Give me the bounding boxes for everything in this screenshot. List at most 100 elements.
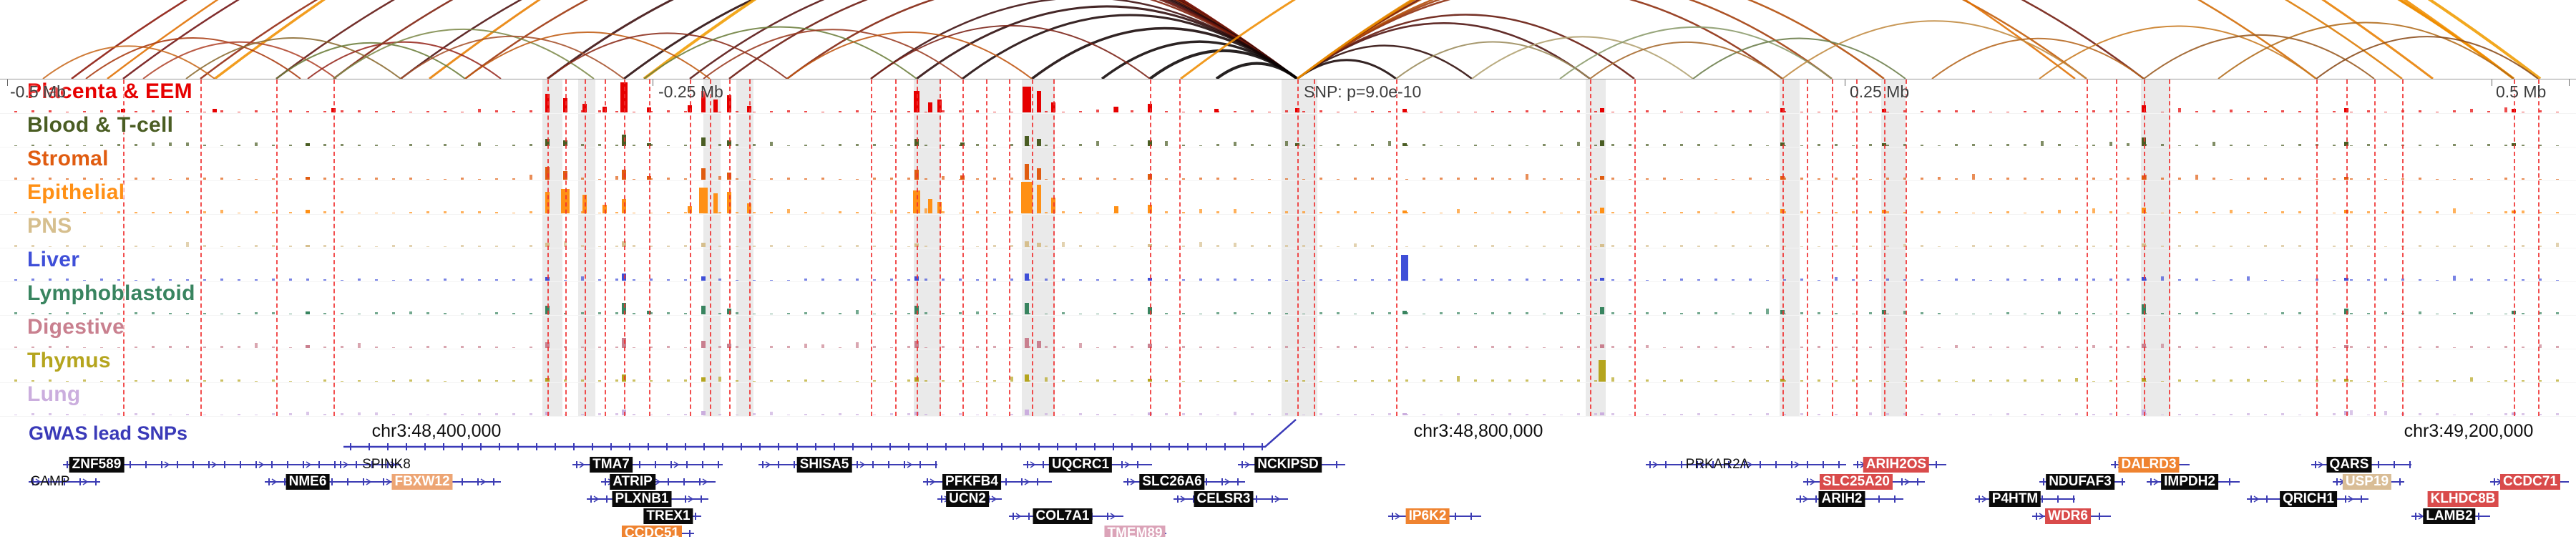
gene-label[interactable]: PFKFB4: [942, 474, 1001, 490]
gene-label[interactable]: TMA7: [590, 457, 633, 473]
signal-track-row[interactable]: [0, 214, 2576, 248]
gene-label[interactable]: TMEM89: [1104, 526, 1166, 537]
gene-label[interactable]: LAMB2: [2423, 508, 2476, 524]
signal-noise: [2556, 312, 2559, 314]
signal-noise: [2556, 379, 2559, 382]
gene-label[interactable]: QRICH1: [2280, 491, 2337, 507]
signal-noise: [1938, 211, 1941, 213]
gene-label[interactable]: SHISA5: [796, 457, 852, 473]
interaction-arc: [1215, 62, 1299, 79]
signal-track-row[interactable]: [0, 180, 2576, 215]
signal-track-row[interactable]: [0, 281, 2576, 316]
gene-label[interactable]: IP6K2: [1405, 508, 1450, 524]
signal-noise: [1526, 311, 1528, 314]
signal-noise: [1594, 346, 1597, 348]
gene-label[interactable]: KLHDC8B: [2427, 491, 2499, 507]
signal-noise: [289, 412, 292, 415]
signal-noise: [787, 279, 790, 281]
signal-noise: [1577, 279, 1580, 281]
track-label[interactable]: Lymphoblastoid: [27, 281, 195, 305]
signal-noise: [135, 143, 137, 146]
gene-label[interactable]: CELSR3: [1194, 491, 1254, 507]
signal-track-row[interactable]: [0, 349, 2576, 383]
signal-noise: [718, 212, 721, 213]
gene-label[interactable]: IMPDH2: [2161, 474, 2218, 490]
gene-label[interactable]: ARIH2OS: [1863, 457, 1930, 473]
gene-label[interactable]: USP19: [2342, 474, 2392, 490]
signal-noise: [942, 312, 945, 314]
signal-track-row[interactable]: [0, 147, 2576, 181]
gene-label[interactable]: CCDC71: [2499, 474, 2561, 490]
signal-noise: [1079, 110, 1082, 112]
track-label[interactable]: Thymus: [27, 349, 111, 372]
track-label[interactable]: Stromal: [27, 147, 109, 170]
gene-label[interactable]: SLC25A20: [1820, 474, 1893, 490]
gene-label[interactable]: QARS: [2326, 457, 2372, 473]
signal-noise: [2006, 413, 2009, 415]
signal-noise: [203, 245, 206, 247]
signal-noise: [2384, 211, 2387, 213]
gene-label[interactable]: SPINK8: [362, 457, 411, 472]
signal-noise: [2092, 414, 2095, 415]
gene-label[interactable]: NME6: [286, 474, 330, 490]
signal-noise: [1714, 145, 1717, 146]
signal-peak: [1214, 109, 1219, 112]
gene-label[interactable]: SLC26A6: [1139, 474, 1205, 490]
signal-noise: [409, 379, 412, 382]
gene-label[interactable]: PRKAR2A: [1685, 457, 1750, 472]
signal-track-row[interactable]: [0, 79, 2576, 114]
signal-noise: [1474, 413, 1477, 415]
gene-label[interactable]: COL7A1: [1033, 508, 1093, 524]
signal-noise: [1646, 245, 1649, 247]
gene-label[interactable]: TREX1: [643, 508, 693, 524]
signal-noise: [1783, 380, 1786, 382]
signal-noise: [1989, 279, 1992, 281]
gene-label[interactable]: ARIH2: [1818, 491, 1865, 507]
signal-track-row[interactable]: [0, 113, 2576, 147]
signal-noise: [2230, 210, 2233, 213]
gene-label[interactable]: FBXW12: [391, 474, 453, 490]
track-label[interactable]: Placenta & EEM: [27, 79, 192, 103]
signal-noise: [478, 345, 481, 348]
gene-label[interactable]: CCDC51: [621, 526, 683, 537]
snp-line: [749, 79, 751, 416]
signal-noise: [358, 278, 361, 281]
signal-noise: [169, 414, 172, 415]
gene-label[interactable]: PLXNB1: [612, 491, 672, 507]
track-label[interactable]: PNS: [27, 214, 72, 238]
interaction-arc: [623, 0, 1298, 79]
track-label[interactable]: Liver: [27, 248, 80, 271]
signal-noise: [1835, 413, 1838, 415]
signal-noise: [1903, 347, 1906, 348]
signal-noise: [1028, 312, 1030, 314]
signal-track-area[interactable]: Placenta & EEM Blood & T-cell Stromal Epith…: [0, 79, 2576, 417]
track-label[interactable]: Blood & T-cell: [27, 113, 174, 137]
gene-label[interactable]: DALRD3: [2118, 457, 2180, 473]
interaction-arc: [1692, 37, 1906, 79]
signal-noise: [1697, 245, 1700, 247]
signal-track-row[interactable]: [0, 382, 2576, 417]
signal-noise: [770, 211, 773, 213]
gene-label[interactable]: P4HTM: [1989, 491, 2041, 507]
gene-label[interactable]: CAMP: [30, 474, 70, 489]
signal-noise: [1079, 178, 1082, 180]
signal-track-row[interactable]: [0, 315, 2576, 349]
gwas-track-label[interactable]: GWAS lead SNPs: [29, 422, 188, 444]
gene-label[interactable]: WDR6: [2045, 508, 2091, 524]
signal-noise: [804, 178, 807, 180]
signal-noise: [1818, 143, 1820, 146]
interaction-arc: [275, 42, 466, 79]
track-label[interactable]: Epithelial: [27, 180, 125, 204]
track-label[interactable]: Digestive: [27, 315, 125, 339]
signal-track-row[interactable]: [0, 248, 2576, 282]
signal-noise: [49, 246, 52, 247]
gene-label[interactable]: UQCRC1: [1048, 457, 1113, 473]
track-label[interactable]: Lung: [27, 382, 81, 406]
gene-label[interactable]: ZNF589: [69, 457, 125, 473]
gene-label[interactable]: NDUFAF3: [2046, 474, 2114, 490]
signal-noise: [1508, 279, 1511, 281]
gene-label[interactable]: ATRIP: [610, 474, 655, 490]
gene-label[interactable]: NCKIPSD: [1254, 457, 1322, 473]
gene-label[interactable]: UCN2: [946, 491, 989, 507]
signal-noise: [1457, 376, 1460, 382]
